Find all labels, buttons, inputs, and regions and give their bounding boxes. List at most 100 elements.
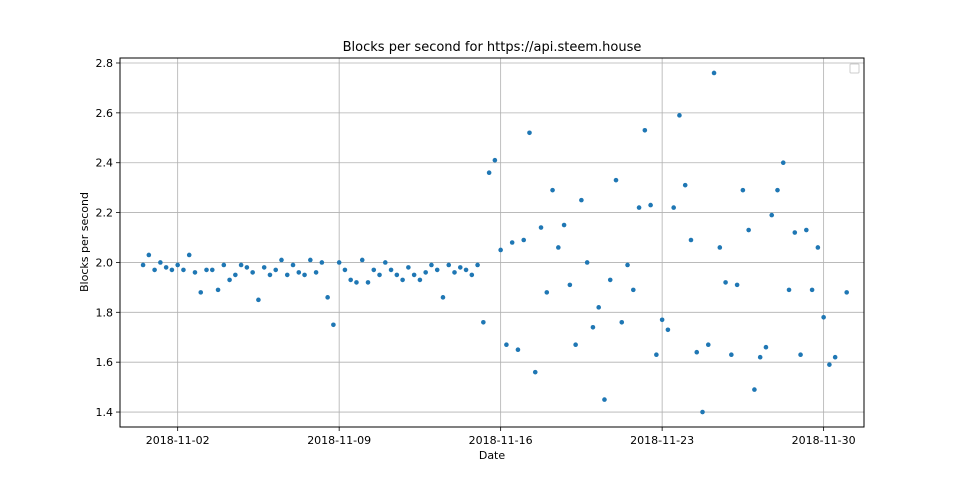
data-point <box>775 187 780 193</box>
data-point <box>567 282 573 288</box>
data-point <box>284 272 290 278</box>
x-axis-label: Date <box>479 449 506 462</box>
data-point <box>498 247 503 253</box>
data-point <box>221 262 227 268</box>
data-point <box>342 267 348 273</box>
data-point <box>209 267 215 273</box>
data-point <box>659 317 665 323</box>
data-point <box>336 260 342 265</box>
data-point <box>509 240 515 245</box>
y-tick-label: 1.8 <box>96 306 114 319</box>
data-point <box>261 265 267 270</box>
x-tick-label: 2018-11-02 <box>146 434 210 447</box>
data-point <box>406 265 411 270</box>
y-tick-label: 2.2 <box>96 207 114 220</box>
data-point <box>244 265 250 270</box>
data-point <box>786 287 792 293</box>
data-point <box>769 212 775 218</box>
data-point <box>250 270 255 275</box>
y-axis-ticks: 1.4 1.6 1.8 2.0 2.2 2.4 2.6 2.8 <box>96 57 120 419</box>
data-point <box>705 342 711 348</box>
data-point <box>832 354 838 360</box>
data-point <box>486 170 492 175</box>
data-point <box>723 280 728 285</box>
data-point <box>290 262 296 268</box>
data-point <box>186 252 192 258</box>
data-point <box>273 267 279 273</box>
y-tick-label: 1.4 <box>96 406 114 419</box>
data-point <box>192 270 198 275</box>
data-points <box>140 70 849 415</box>
data-point <box>654 352 659 357</box>
data-point <box>440 295 446 300</box>
data-point <box>688 237 694 243</box>
data-point <box>631 287 636 293</box>
data-point <box>642 128 648 133</box>
data-point <box>780 160 786 166</box>
y-axis-label: Blocks per second <box>78 192 91 292</box>
data-point <box>579 197 584 203</box>
data-point <box>844 290 849 295</box>
data-point <box>763 344 769 350</box>
data-point <box>602 397 607 402</box>
data-point <box>798 352 803 357</box>
data-point <box>152 267 157 273</box>
data-point <box>740 187 746 193</box>
data-point <box>348 277 353 283</box>
data-point <box>411 272 417 278</box>
data-point <box>815 245 821 250</box>
data-point <box>481 319 486 325</box>
data-point <box>169 267 175 273</box>
data-point <box>446 262 452 268</box>
data-point <box>429 262 434 268</box>
data-point <box>331 322 336 328</box>
data-point <box>619 319 625 325</box>
data-point <box>804 227 809 233</box>
data-point <box>734 282 740 288</box>
data-point <box>319 260 325 265</box>
data-point <box>590 324 596 330</box>
data-point <box>175 262 180 268</box>
data-point <box>434 267 440 273</box>
data-point <box>757 354 763 360</box>
data-point <box>648 202 653 208</box>
x-tick-label: 2018-11-30 <box>792 434 856 447</box>
data-point <box>752 387 757 392</box>
data-point <box>296 270 302 275</box>
data-point <box>729 352 734 357</box>
data-point <box>417 277 423 283</box>
data-point <box>711 70 717 76</box>
data-point <box>821 314 826 320</box>
data-point <box>717 245 723 250</box>
data-point <box>267 272 273 278</box>
data-point <box>636 205 642 210</box>
data-point <box>388 267 394 273</box>
data-point <box>700 409 705 415</box>
data-point <box>452 270 457 275</box>
y-tick-label: 2.4 <box>96 157 114 170</box>
data-point <box>556 245 561 250</box>
data-point <box>163 265 169 270</box>
x-tick-label: 2018-11-23 <box>630 434 694 447</box>
data-point <box>504 342 509 348</box>
data-point <box>469 272 475 278</box>
data-point <box>227 277 232 283</box>
data-point <box>313 270 319 275</box>
data-point <box>140 262 146 268</box>
data-point <box>181 267 186 273</box>
data-point <box>550 187 555 193</box>
data-point <box>677 113 682 118</box>
data-point <box>827 362 832 367</box>
y-tick-label: 2.8 <box>96 57 114 70</box>
data-point <box>302 272 307 278</box>
data-point <box>233 272 238 278</box>
data-point <box>584 260 590 265</box>
data-point <box>215 287 221 293</box>
data-point <box>492 157 498 163</box>
data-point <box>238 262 244 268</box>
data-point <box>792 230 798 235</box>
y-tick-label: 2.0 <box>96 256 114 269</box>
plot-frame <box>119 57 865 428</box>
data-point <box>746 227 751 233</box>
data-point <box>146 252 152 258</box>
